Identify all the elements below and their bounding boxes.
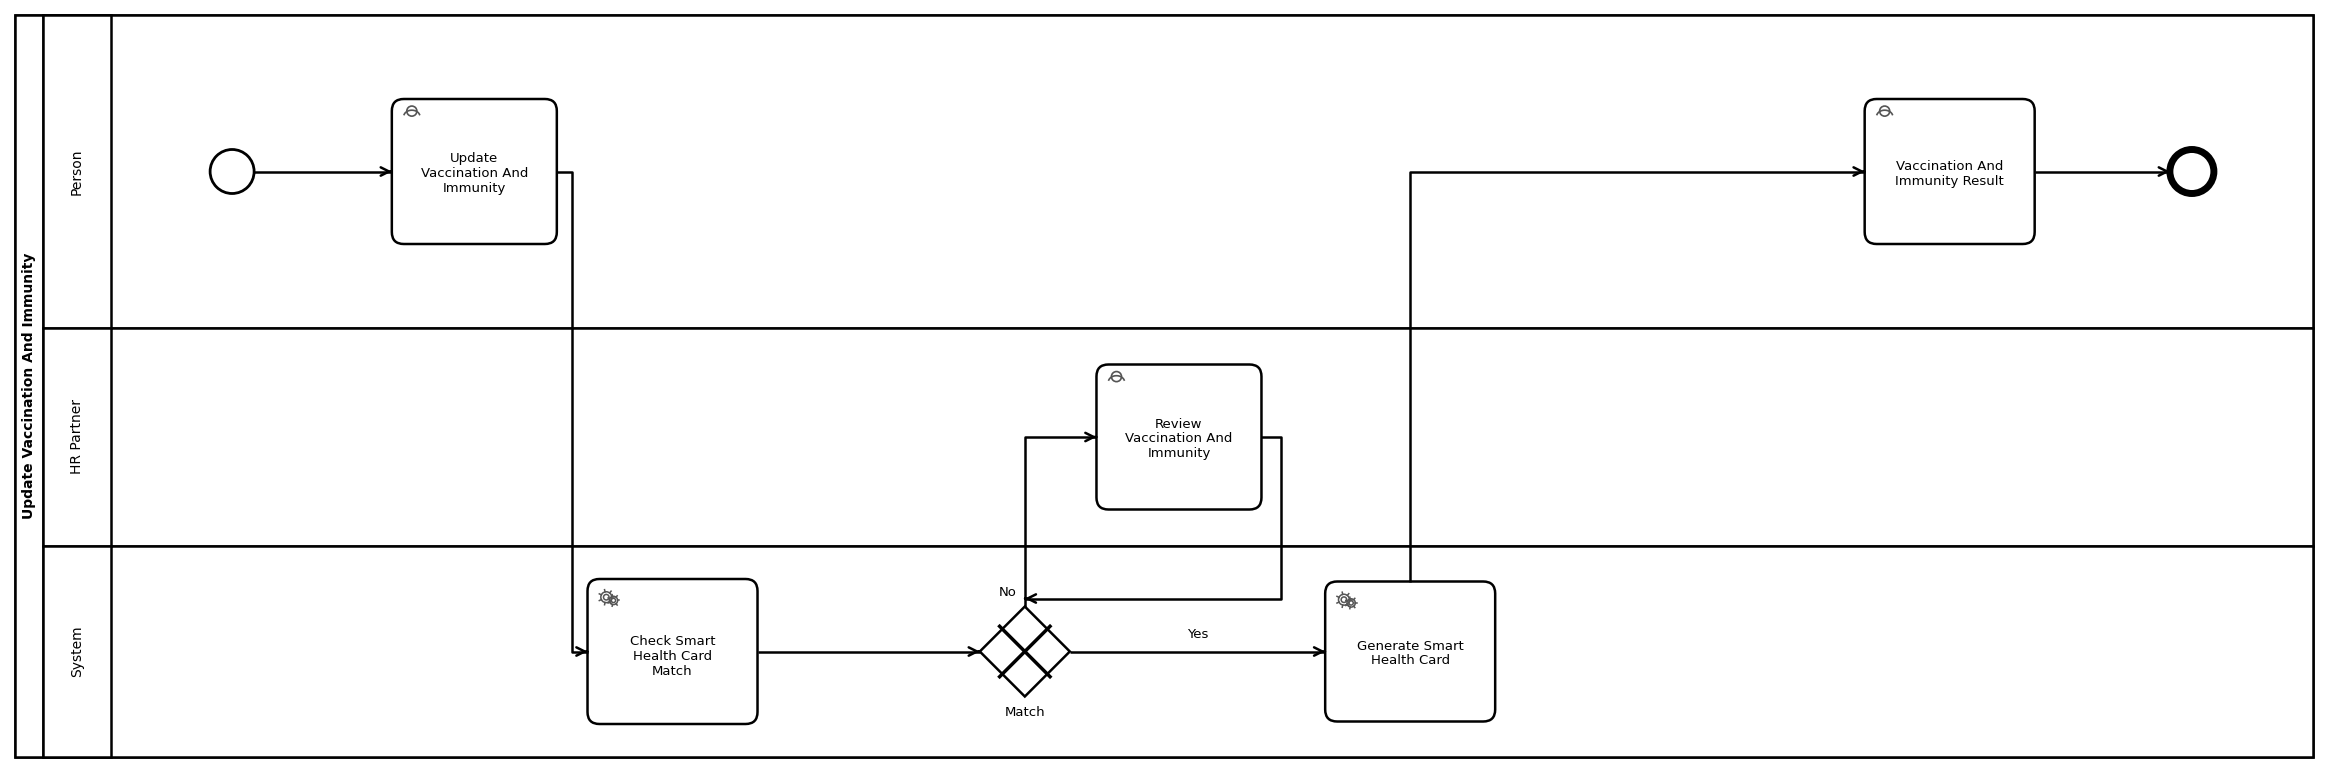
Bar	[42, 328, 2314, 546]
Circle shape	[2170, 150, 2214, 194]
Bar	[14, 15, 42, 757]
Bar	[42, 328, 112, 546]
Text: Match: Match	[1003, 706, 1045, 720]
Text: HR Partner: HR Partner	[70, 399, 84, 475]
Circle shape	[210, 150, 254, 194]
Bar	[42, 15, 2314, 328]
Text: Yes: Yes	[1187, 628, 1208, 642]
Text: Update Vaccination And Immunity: Update Vaccination And Immunity	[21, 252, 35, 520]
Text: No: No	[999, 585, 1017, 598]
Text: System: System	[70, 625, 84, 677]
FancyBboxPatch shape	[587, 579, 757, 724]
Text: Person: Person	[70, 148, 84, 195]
Text: Generate Smart
Health Card: Generate Smart Health Card	[1357, 639, 1464, 668]
FancyBboxPatch shape	[1865, 99, 2035, 244]
FancyBboxPatch shape	[391, 99, 556, 244]
Bar	[42, 546, 2314, 757]
Polygon shape	[980, 607, 1071, 696]
Text: Check Smart
Health Card
Match: Check Smart Health Card Match	[631, 635, 715, 678]
FancyBboxPatch shape	[1325, 581, 1495, 722]
Bar	[42, 15, 112, 328]
FancyBboxPatch shape	[1096, 364, 1262, 510]
Bar	[42, 546, 112, 757]
Text: Vaccination And
Immunity Result: Vaccination And Immunity Result	[1895, 160, 2004, 188]
Text: Review
Vaccination And
Immunity: Review Vaccination And Immunity	[1124, 418, 1232, 461]
Text: Update
Vaccination And
Immunity: Update Vaccination And Immunity	[421, 152, 528, 195]
